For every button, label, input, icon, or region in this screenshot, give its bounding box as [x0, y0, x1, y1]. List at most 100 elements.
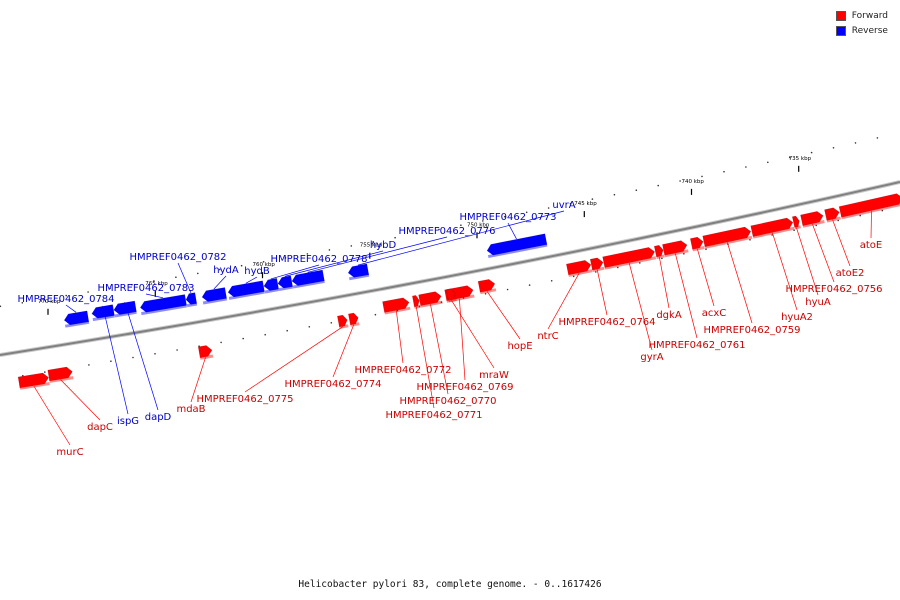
- gene-HMPREF0462_0783[interactable]: [139, 294, 187, 316]
- gene-murC[interactable]: [17, 372, 50, 390]
- gene-mdaB[interactable]: [197, 345, 214, 360]
- gene-arrow: [91, 304, 115, 319]
- gene-label[interactable]: HMPREF0462_0778: [270, 254, 367, 265]
- backbone-line: [0, 181, 900, 356]
- gene-arrow-shadow: [448, 297, 457, 303]
- gene-dgkA[interactable]: [653, 244, 665, 259]
- leader-line: [190, 357, 206, 403]
- gene-label[interactable]: gyrA: [640, 352, 663, 363]
- gene-mraW[interactable]: [446, 288, 457, 303]
- gene-uvrA[interactable]: [347, 263, 370, 281]
- scale-dot: [837, 219, 839, 222]
- gene-HMPREF0462_0775[interactable]: [337, 314, 349, 329]
- gene-arrow: [201, 287, 227, 302]
- gene-label[interactable]: HMPREF0462_0774: [284, 379, 381, 390]
- gene-label[interactable]: hyuA: [805, 297, 831, 308]
- gene-label[interactable]: hybD: [370, 240, 397, 251]
- gene-arrow-shadow: [141, 304, 187, 316]
- scale-dot: [308, 326, 311, 328]
- scale-dot: [815, 224, 817, 227]
- gene-arrow: [337, 314, 348, 328]
- gene-label[interactable]: HMPREF0462_0764: [558, 317, 655, 328]
- gene-label[interactable]: mraW: [479, 370, 509, 381]
- gene-label[interactable]: ispG: [117, 416, 139, 427]
- gene-label[interactable]: hopE: [507, 341, 532, 352]
- gene-label[interactable]: murC: [56, 447, 83, 458]
- gene-dapC[interactable]: [47, 366, 74, 383]
- gene-hyuA2[interactable]: [750, 217, 795, 239]
- gene-arrow: [838, 193, 900, 218]
- gene-label[interactable]: HMPREF0462_0772: [354, 365, 451, 376]
- scale-dot: [572, 275, 575, 278]
- gene-HMPREF0462_0756[interactable]: [800, 210, 825, 228]
- gene-arrow-shadow: [49, 376, 74, 383]
- gene-label[interactable]: dapD: [145, 412, 172, 423]
- forward-swatch: [835, 11, 846, 21]
- gene-HMPREF0462_0774[interactable]: [348, 312, 360, 327]
- gene-atoE2[interactable]: [824, 207, 841, 223]
- gene-ispG[interactable]: [91, 304, 115, 322]
- gene-label[interactable]: HMPREF0462_0776: [398, 226, 495, 237]
- gene-label[interactable]: HMPREF0462_0769: [416, 382, 513, 393]
- gene-label[interactable]: hyuA2: [781, 312, 813, 323]
- gene-label[interactable]: mdaB: [176, 404, 205, 415]
- gene-hopE[interactable]: [477, 278, 497, 295]
- gene-label[interactable]: HMPREF0462_0756: [785, 284, 882, 295]
- gene-label[interactable]: ntrC: [537, 331, 558, 342]
- scale-dot: [87, 291, 89, 293]
- gene-HMPREF0462_0759[interactable]: [702, 226, 753, 249]
- gene-label[interactable]: dapC: [87, 422, 113, 433]
- gene-arrow-shadow: [186, 302, 198, 308]
- gene-label[interactable]: acxC: [702, 308, 727, 319]
- gene-label[interactable]: HMPREF0462_0775: [196, 394, 293, 405]
- gene-hybD[interactable]: [277, 275, 294, 292]
- gene-label[interactable]: atoE: [860, 240, 883, 251]
- gene-label[interactable]: atoE2: [836, 268, 865, 279]
- gene-label[interactable]: HMPREF0462_0783: [97, 283, 194, 294]
- gene-label[interactable]: HMPREF0462_0784: [17, 294, 114, 305]
- gene-hyuA[interactable]: [791, 215, 801, 230]
- scale-dot: [701, 175, 703, 178]
- leader-line: [415, 306, 435, 409]
- gene-HMPREF0462_0771[interactable]: [412, 295, 421, 309]
- scale-dot: [723, 170, 725, 173]
- gene-HMPREF0462_0778[interactable]: [263, 277, 280, 294]
- gene-label[interactable]: uvrA: [552, 200, 575, 211]
- gene-dapD[interactable]: [113, 300, 137, 318]
- gene-gyrA[interactable]: [602, 246, 657, 270]
- gene-arrow: [17, 372, 49, 389]
- gene-arrow: [702, 226, 752, 248]
- gene-label[interactable]: HMPREF0462_0770: [399, 396, 496, 407]
- gene-label[interactable]: dgkA: [656, 310, 681, 321]
- scale-dot: [767, 161, 769, 164]
- gene-label[interactable]: HMPREF0462_0771: [385, 410, 482, 421]
- gene-hydB[interactable]: [227, 280, 265, 300]
- gene-HMPREF0462_0773[interactable]: [486, 233, 548, 259]
- legend-label-forward: Forward: [851, 11, 888, 21]
- gene-HMPREF0462_0764[interactable]: [589, 257, 605, 273]
- gene-arrow: [139, 294, 187, 313]
- scale-dot: [438, 228, 440, 231]
- gene-HMPREF0462_0784[interactable]: [63, 310, 90, 328]
- gene-ntrC[interactable]: [566, 259, 593, 277]
- leader-line: [307, 236, 448, 273]
- gene-arrow: [47, 366, 73, 382]
- gene-HMPREF0462_0770[interactable]: [418, 291, 443, 308]
- reverse-swatch: [835, 26, 846, 36]
- gene-label[interactable]: hydA: [213, 265, 239, 276]
- gene-arrow-shadow: [114, 310, 137, 318]
- gene-HMPREF0462_0772[interactable]: [382, 297, 411, 315]
- gene-HMPREF0462_0782[interactable]: [185, 292, 198, 308]
- gene-label[interactable]: HMPREF0462_0759: [703, 325, 800, 336]
- gene-acxC[interactable]: [689, 236, 705, 252]
- scale-dot: [661, 257, 663, 260]
- gene-hydA[interactable]: [201, 287, 228, 305]
- gene-label[interactable]: HMPREF0462_0773: [459, 212, 556, 223]
- gene-label[interactable]: HMPREF0462_0761: [648, 340, 745, 351]
- gene-label[interactable]: HMPREF0462_0782: [129, 252, 226, 263]
- gene-label[interactable]: hydB: [244, 266, 270, 277]
- gene-HMPREF0462_0776[interactable]: [291, 269, 325, 289]
- gene-atoE[interactable]: [838, 193, 900, 220]
- gene-HMPREF0462_0761[interactable]: [662, 240, 689, 258]
